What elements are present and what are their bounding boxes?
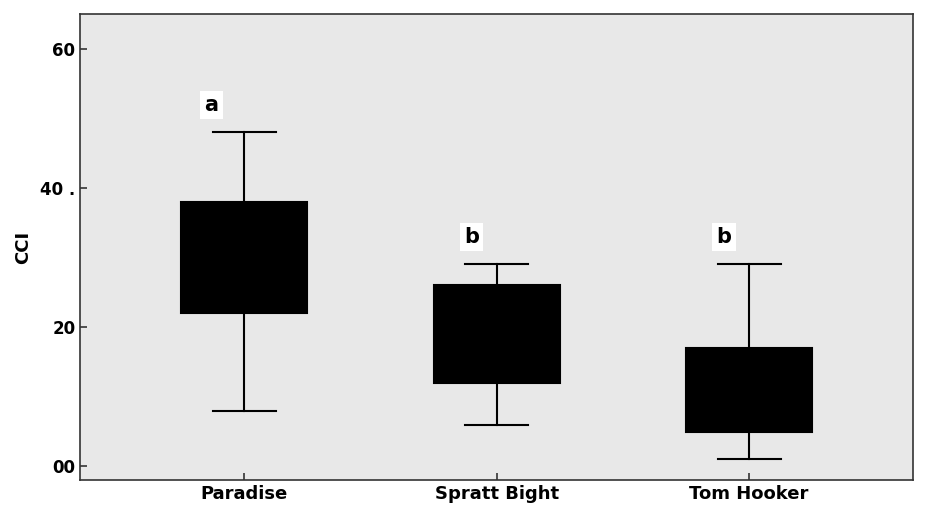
PathPatch shape (182, 202, 308, 313)
Text: b: b (717, 227, 731, 247)
Y-axis label: CCI: CCI (14, 231, 32, 264)
PathPatch shape (434, 285, 560, 383)
Text: a: a (205, 95, 219, 115)
PathPatch shape (686, 348, 812, 432)
Text: b: b (464, 227, 479, 247)
